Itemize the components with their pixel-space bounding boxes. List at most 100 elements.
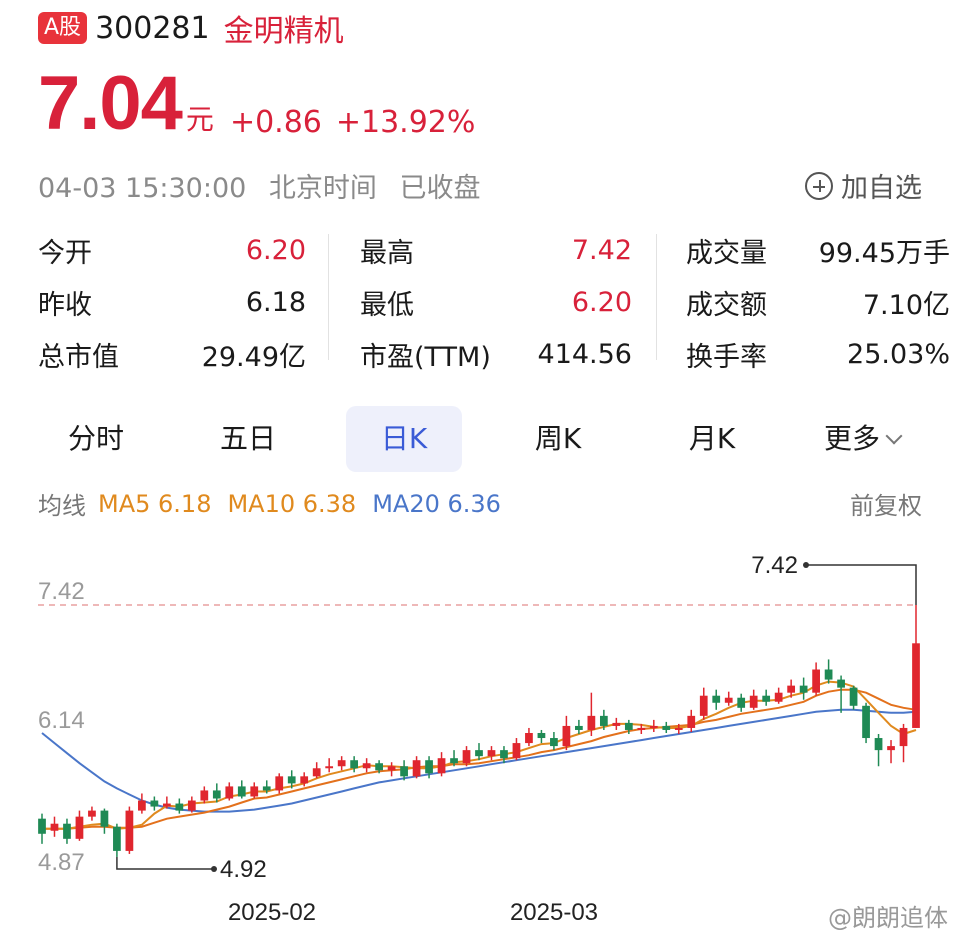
candle-body [674,727,683,730]
high-marker-line [806,564,917,605]
candle-body [300,776,309,784]
ma10-value: MA10 6.38 [227,489,357,518]
stat-label: 最低 [360,289,414,321]
stats-col-1: 今开 6.20 昨收 6.18 总市值 29.49亿 [38,224,306,380]
tab-more[interactable]: 更多 [802,406,922,472]
candle-body [325,766,334,769]
candle-body [874,738,883,751]
candle-body [400,766,408,777]
candle-body [250,786,259,797]
high-marker-label: 7.42 [751,552,798,579]
ma10-line [42,688,917,830]
stats-divider [328,234,329,360]
x-tick-label: 2025-02 [228,899,316,926]
candle-body [749,695,758,708]
stat-value: 7.42 [571,234,632,266]
candle-body [150,800,159,807]
candle-body [849,687,858,706]
tab-five-day[interactable]: 五日 [219,422,276,455]
candle-body [699,695,708,716]
candle-body [737,697,746,708]
stat-value: 6.20 [571,286,632,318]
candle-body [799,685,808,693]
candle-body [412,760,421,777]
x-tick-label: 2025-03 [510,899,598,926]
tab-intraday[interactable]: 分时 [67,422,124,455]
price-change: +0.86 [229,105,322,140]
stat-label: 市盈(TTM) [360,341,491,373]
add-watchlist-button[interactable]: 加自选 [805,166,922,205]
candle-body [312,768,321,777]
plus-circle-icon [805,171,833,200]
candle-body [387,766,396,771]
candle-body [550,738,558,747]
tab-more-label: 更多 [823,422,880,455]
stat-value: 25.03% [847,338,950,370]
tab-daily-k[interactable]: 日K [346,406,462,472]
candle-body [724,697,733,703]
adjust-mode-button[interactable]: 前复权 [850,492,922,520]
candle-body [462,750,471,764]
tab-monthly-k[interactable]: 月K [688,422,736,455]
stock-header: A股 300281 金明精机 [38,6,344,50]
stats-col-3: 成交量 99.45万手 成交额 7.10亿 换手率 25.03% [686,224,950,380]
ma20-value: MA20 6.36 [372,489,501,518]
candle-body [200,790,209,801]
candle-body [500,750,508,759]
ma-label: 均线 [38,492,86,520]
quote-row: 7.04 元 +0.86 +13.92% [38,64,475,144]
candle-body [575,725,583,730]
stat-label: 换手率 [686,341,767,373]
candle-body [138,800,146,811]
stock-code: 300281 [95,10,210,46]
add-watchlist-label: 加自选 [841,173,922,204]
ma20-line [41,708,917,813]
status-line: 04-03 15:30:00 北京时间 已收盘 [38,166,481,205]
candle-body [475,750,483,757]
tab-weekly-k[interactable]: 周K [534,422,582,455]
candle-body [637,727,646,730]
stat-value: 6.18 [245,286,306,318]
candle-body [100,810,109,827]
candle-body [225,786,234,799]
low-marker-label: 4.92 [220,856,267,883]
candle-body [162,803,171,807]
quote-timezone: 北京时间 [268,173,377,204]
quote-stats: 今开 6.20 昨收 6.18 总市值 29.49亿 最高 7.42 最低 6.20 市盈… [38,224,950,374]
candle-body [649,725,658,728]
candle-body [75,816,84,839]
candle-body [125,810,134,851]
kline-chart[interactable]: 7.42 6.14 4.87 7.42 4.92 2025-02 2025-03 [0,530,960,940]
stock-name: 金明精机 [223,14,344,49]
candle-body [275,776,284,791]
candle-body [63,823,71,839]
stat-label: 最高 [360,237,414,269]
candle-body [525,732,533,744]
candle-body [774,692,783,702]
candle-body [599,715,608,726]
candle-body [662,725,671,730]
candle-body [687,715,696,728]
candle-body [50,823,59,831]
candle-body [812,669,820,693]
period-tabs: 分时 五日 日K 周K 月K 更多 [38,406,922,472]
candle-body [262,786,271,791]
candle-body [88,810,96,817]
candle-body [537,732,546,739]
candle-body [824,669,833,680]
candle-body [762,695,771,702]
y-tick-label: 7.42 [38,578,85,605]
candle-body [38,818,46,834]
stat-label: 成交量 [686,237,767,269]
price-unit: 元 [185,103,214,136]
candle-body [450,758,458,764]
candle-body [512,743,521,759]
stat-label: 昨收 [38,289,92,321]
low-marker-line [116,856,214,870]
candle-body [375,763,383,771]
price-change-pct: +13.92% [335,105,476,140]
stat-value: 7.10亿 [862,289,950,321]
low-marker-dot [211,865,217,872]
candle-body [487,750,496,757]
stats-col-2: 最高 7.42 最低 6.20 市盈(TTM) 414.56 [360,224,632,380]
